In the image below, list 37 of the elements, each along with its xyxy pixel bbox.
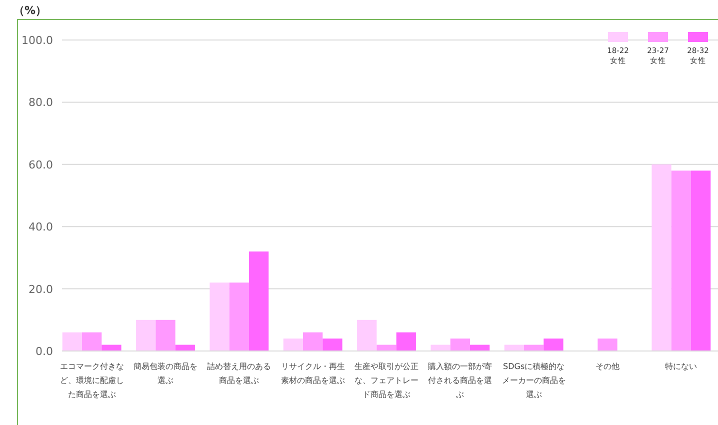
- bar: [229, 282, 249, 351]
- x-tick-label: 簡易包装の商品を選ぶ: [134, 362, 198, 385]
- bar: [82, 332, 102, 351]
- x-tick-label: エコマーク付きなど、環境に配慮した商品を選ぶ: [60, 362, 124, 399]
- y-tick-label: 60.0: [28, 158, 53, 172]
- y-axis-title: （%）: [13, 4, 47, 17]
- bar: [430, 344, 450, 351]
- bar: [690, 170, 711, 351]
- x-tick-label: 詰め替え用のある商品を選ぶ: [207, 362, 272, 385]
- y-tick-label: 80.0: [28, 96, 53, 110]
- bar: [248, 251, 269, 351]
- bar: [102, 344, 122, 351]
- bar: [652, 164, 672, 351]
- bar: [450, 338, 470, 351]
- bar: [210, 282, 230, 351]
- x-tick-label: SDGsに積極的なメーカーの商品を選ぶ: [502, 362, 566, 399]
- bar: [544, 338, 564, 351]
- y-tick-label: 100.0: [22, 34, 53, 47]
- x-tick-label: 生産や取引が公正な、フェアトレード商品を選ぶ: [354, 362, 418, 399]
- bar: [156, 320, 176, 351]
- bar: [283, 338, 304, 351]
- x-tick-label: 購入額の一部が寄付される商品を選ぶ: [428, 362, 492, 399]
- y-tick-label: 0.0: [36, 345, 53, 358]
- bar: [376, 344, 396, 351]
- y-tick-label: 20.0: [28, 282, 53, 296]
- bar: [62, 332, 82, 351]
- x-tick-label: リサイクル・再生素材の商品を選ぶ: [280, 362, 345, 385]
- y-tick-label: 40.0: [28, 220, 53, 234]
- bar: [303, 332, 323, 351]
- bar: [357, 320, 377, 351]
- x-tick-label: その他: [596, 362, 620, 371]
- bar: [136, 320, 156, 351]
- bar: [598, 338, 618, 351]
- bar: [671, 170, 691, 351]
- bar: [396, 332, 416, 351]
- x-tick-label: 特にない: [665, 362, 698, 371]
- bar: [322, 338, 342, 351]
